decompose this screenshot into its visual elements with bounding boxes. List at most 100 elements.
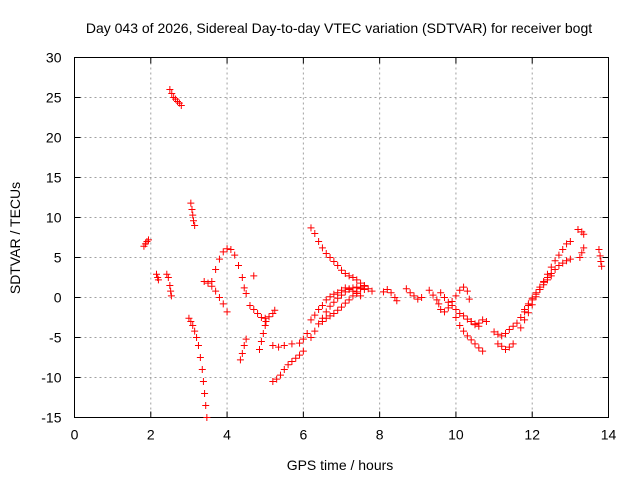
data-point	[524, 302, 532, 309]
data-point	[353, 276, 361, 284]
y-tick-label: 15	[46, 170, 62, 186]
data-point	[498, 332, 506, 340]
data-point	[296, 339, 304, 347]
series-arc-18	[307, 224, 376, 295]
data-point	[326, 293, 334, 301]
x-tick-label: 4	[223, 427, 231, 443]
data-point	[219, 248, 227, 256]
series-arc-33	[595, 246, 606, 270]
data-point	[199, 378, 207, 385]
series-arc-17	[318, 282, 368, 325]
data-point	[318, 244, 326, 252]
data-point	[215, 294, 223, 301]
data-point	[334, 289, 342, 297]
y-tick-labels: 30 25 20 15 10 5 0 -5 -10 -15	[41, 50, 61, 426]
y-tick-label: 25	[46, 90, 62, 106]
data-point	[475, 344, 483, 352]
series-arc-16	[307, 284, 365, 324]
data-point	[190, 217, 198, 225]
data-point	[559, 246, 567, 253]
data-point	[341, 284, 349, 292]
data-point	[187, 199, 195, 207]
data-point	[330, 258, 338, 265]
series-arc-7	[200, 278, 231, 316]
data-point	[433, 296, 441, 304]
data-point	[166, 282, 174, 289]
data-point	[191, 222, 199, 229]
data-point	[440, 294, 448, 301]
series-arc-29	[521, 255, 574, 313]
data-point	[318, 318, 326, 325]
data-point	[437, 289, 445, 297]
data-point	[551, 257, 559, 265]
data-point	[536, 286, 544, 293]
data-point	[231, 251, 239, 259]
data-point	[540, 281, 548, 289]
data-point	[153, 270, 161, 278]
data-point	[315, 238, 323, 245]
data-point	[559, 259, 567, 267]
series-arc-26	[490, 322, 517, 340]
data-point	[187, 318, 195, 325]
series-arc-32	[576, 244, 588, 261]
data-point	[490, 328, 498, 336]
data-point	[471, 321, 479, 329]
data-point	[341, 299, 349, 307]
data-point	[528, 296, 536, 304]
chart-title: Day 043 of 2026, Sidereal Day-to-day VTE…	[86, 20, 592, 36]
data-point	[597, 258, 605, 265]
data-point	[307, 334, 315, 341]
data-point	[288, 358, 296, 365]
data-point	[596, 252, 604, 260]
data-point	[164, 274, 172, 281]
x-tick-label: 0	[71, 427, 79, 443]
data-point	[452, 306, 460, 313]
data-point	[414, 295, 422, 303]
data-point	[189, 322, 197, 329]
data-point	[215, 255, 223, 263]
data-point	[326, 254, 334, 261]
series-arc-14	[269, 347, 307, 385]
data-point	[598, 262, 606, 270]
data-point	[547, 263, 555, 271]
data-point	[144, 236, 152, 244]
data-point	[269, 378, 277, 385]
plot-frame	[74, 57, 609, 418]
data-point	[513, 319, 521, 327]
data-point	[494, 340, 502, 348]
data-point	[238, 274, 246, 281]
data-point	[204, 279, 212, 287]
data-point	[475, 319, 483, 327]
data-point	[502, 346, 510, 353]
data-point	[219, 300, 227, 308]
data-point	[196, 354, 204, 361]
data-point	[460, 283, 468, 291]
data-point	[255, 346, 263, 353]
data-point	[166, 86, 174, 93]
data-point	[463, 315, 471, 323]
data-point	[189, 211, 197, 219]
data-point	[334, 306, 342, 314]
data-point	[203, 414, 211, 421]
data-point	[269, 310, 277, 317]
x-tick-label: 14	[601, 427, 617, 443]
series-arc-27	[494, 340, 517, 353]
data-point	[509, 340, 517, 348]
data-point	[425, 286, 433, 294]
data-point	[566, 238, 574, 245]
y-tick-label: -15	[41, 410, 61, 426]
series-arc-1	[140, 236, 152, 250]
data-point	[276, 371, 284, 379]
series-arc-30	[513, 272, 555, 327]
data-series	[140, 86, 606, 421]
data-point	[280, 342, 288, 349]
series-arc-8	[208, 245, 250, 297]
data-point	[299, 335, 307, 343]
y-tick-label: -10	[41, 370, 61, 386]
data-point	[360, 282, 368, 289]
data-point	[563, 257, 571, 265]
data-point	[242, 335, 250, 343]
data-point	[429, 291, 437, 299]
data-point	[311, 230, 319, 237]
data-point	[465, 295, 473, 303]
